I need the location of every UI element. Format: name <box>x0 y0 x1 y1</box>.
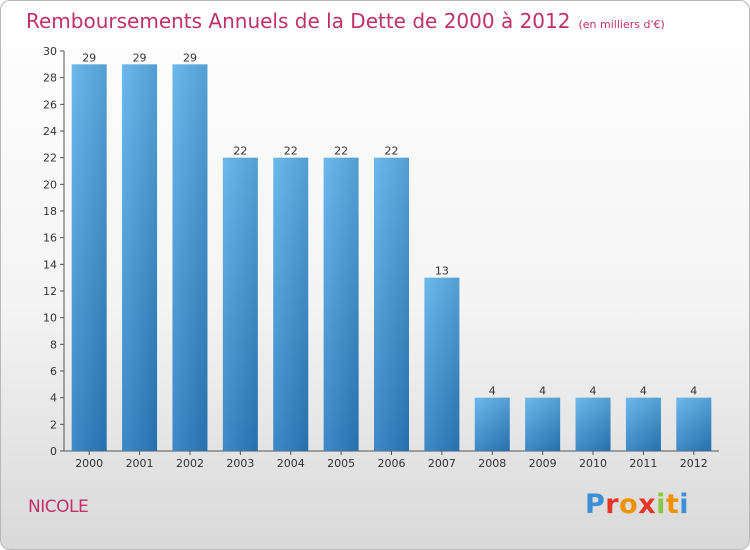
data-label-2004: 22 <box>284 145 298 158</box>
x-tick-label: 2011 <box>629 457 657 470</box>
x-tick-label: 2012 <box>680 457 708 470</box>
y-tick-label: 4 <box>50 392 57 405</box>
data-label-2007: 13 <box>435 265 449 278</box>
chart-title: Remboursements Annuels de la Dette de 20… <box>26 9 665 33</box>
proxiti-logo[interactable]: Proxiti <box>585 489 689 520</box>
bar-shade-2007 <box>424 277 460 451</box>
x-tick-label: 2006 <box>378 457 406 470</box>
y-tick-label: 14 <box>43 258 57 271</box>
logo-letter: t <box>665 489 680 520</box>
bar-shade-2001 <box>122 64 158 452</box>
data-label-2003: 22 <box>233 145 247 158</box>
x-axis: 2000 2001 2002 2003 2004 2005 2006 2007 2008 2009… <box>64 450 719 470</box>
logo-letter: o <box>619 489 639 520</box>
data-label-2002: 29 <box>183 51 197 64</box>
y-tick-label: 26 <box>43 98 57 111</box>
logo-letter: P <box>585 489 606 520</box>
bar-shade-2005 <box>323 157 359 451</box>
x-tick-label: 2004 <box>277 457 305 470</box>
y-tick-label: 0 <box>50 445 57 458</box>
logo-letter: r <box>605 489 620 520</box>
y-tick-label: 28 <box>43 72 57 85</box>
y-tick-label: 16 <box>43 232 57 245</box>
bar-shade-2002 <box>172 64 208 452</box>
bar-shade-2009 <box>525 397 561 451</box>
y-tick-label: 24 <box>43 125 57 138</box>
x-tick-label: 2001 <box>126 457 154 470</box>
logo-letter: i <box>679 489 690 520</box>
data-label-2010: 4 <box>590 385 597 398</box>
data-label-2001: 29 <box>133 51 147 64</box>
data-label-2011: 4 <box>640 385 647 398</box>
data-label-2008: 4 <box>489 385 496 398</box>
logo-letter: x <box>638 489 657 520</box>
data-label-2005: 22 <box>334 145 348 158</box>
y-tick-label: 8 <box>50 338 57 351</box>
data-label-2009: 4 <box>539 385 546 398</box>
bar-shade-2004 <box>273 157 309 451</box>
x-tick-label: 2008 <box>478 457 506 470</box>
bar-shade-2010 <box>575 397 611 451</box>
bars <box>71 64 712 452</box>
y-tick-label: 12 <box>43 285 57 298</box>
bar-shade-2012 <box>676 397 712 451</box>
commune-name: NICOLE <box>28 497 89 517</box>
chart-title-text: Remboursements Annuels de la Dette de 20… <box>26 9 571 33</box>
y-tick-label: 20 <box>43 178 57 191</box>
bar-shade-2008 <box>474 397 510 451</box>
bar-shade-2006 <box>374 157 409 451</box>
x-tick-label: 2000 <box>75 457 103 470</box>
y-tick-label: 18 <box>43 205 57 218</box>
data-label-2006: 22 <box>385 145 399 158</box>
x-tick-label: 2007 <box>428 457 456 470</box>
x-tick-label: 2005 <box>327 457 355 470</box>
y-tick-label: 2 <box>50 418 57 431</box>
x-tick-label: 2009 <box>529 457 557 470</box>
bar-shade-2003 <box>222 157 258 451</box>
chart-subtitle: (en milliers d'€) <box>578 18 665 31</box>
x-tick-label: 2003 <box>226 457 254 470</box>
x-tick-label: 2002 <box>176 457 204 470</box>
y-tick-label: 10 <box>43 312 57 325</box>
bar-shade-2000 <box>71 64 107 452</box>
bar-shade-2011 <box>625 397 661 451</box>
y-tick-label: 30 <box>43 45 57 58</box>
data-labels: 29 29 29 22 22 22 22 13 4 4 4 4 4 <box>82 51 697 397</box>
data-label-2012: 4 <box>690 385 697 398</box>
y-tick-label: 6 <box>50 365 57 378</box>
logo-letter: i <box>656 489 666 520</box>
y-tick-label: 22 <box>43 152 57 165</box>
x-tick-label: 2010 <box>579 457 607 470</box>
data-label-2000: 29 <box>82 51 96 64</box>
